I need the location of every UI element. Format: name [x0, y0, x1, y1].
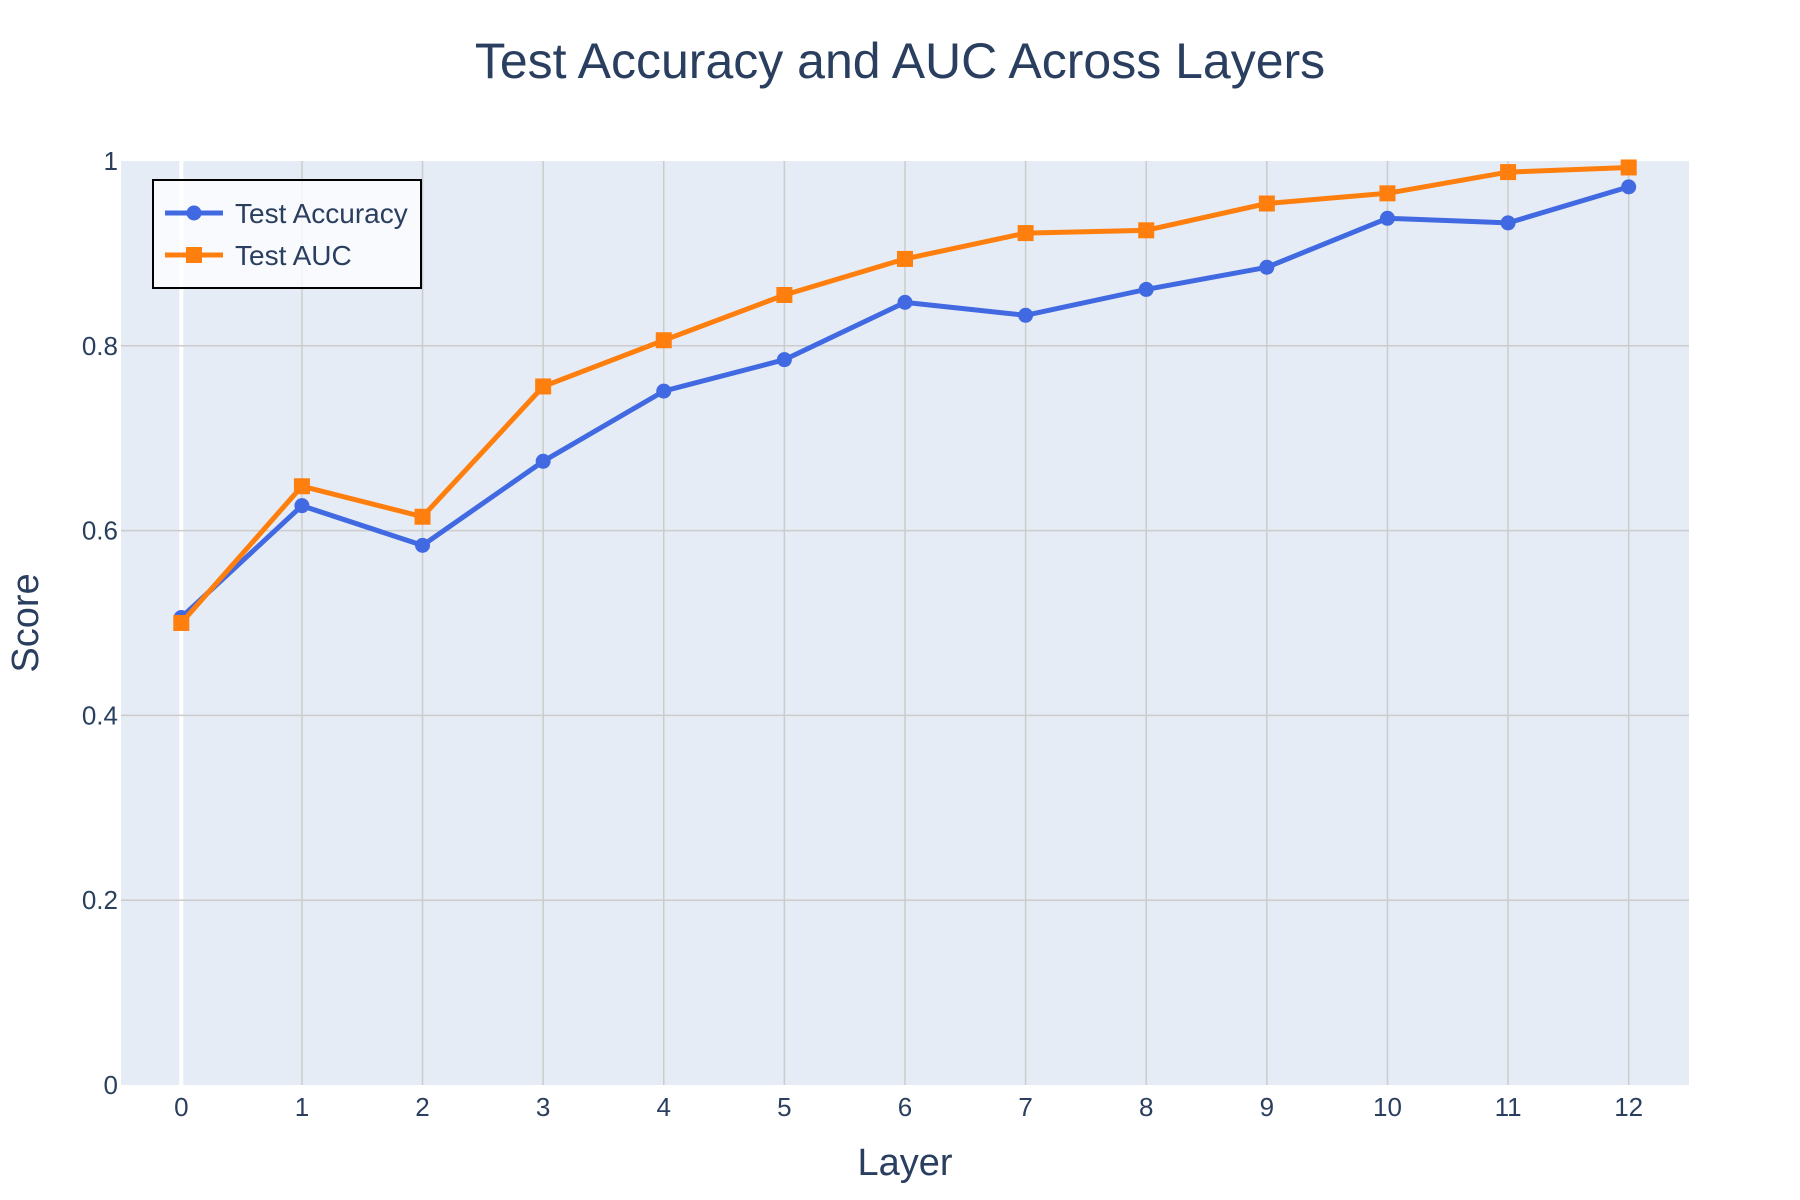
legend-items: Test Accuracy Test AUC	[165, 198, 408, 271]
data-point[interactable]	[1138, 222, 1155, 239]
y-tick-label: 0	[104, 1070, 118, 1100]
data-point[interactable]	[1138, 281, 1154, 297]
data-point[interactable]	[294, 498, 310, 514]
x-tick-label: 9	[1260, 1092, 1274, 1122]
data-point[interactable]	[1258, 195, 1275, 212]
data-point[interactable]	[655, 332, 672, 349]
data-point[interactable]	[535, 378, 552, 395]
data-point[interactable]	[414, 508, 431, 525]
x-tick-label: 12	[1614, 1092, 1643, 1122]
x-tick-label: 2	[415, 1092, 429, 1122]
x-tick-label: 4	[657, 1092, 671, 1122]
data-point[interactable]	[1500, 215, 1516, 231]
x-axis-title: Layer	[857, 1142, 952, 1184]
series-layer	[173, 159, 1637, 631]
data-point[interactable]	[897, 294, 913, 310]
data-point[interactable]	[1018, 307, 1034, 323]
x-tick-label: 8	[1139, 1092, 1153, 1122]
series-test-auc	[173, 159, 1637, 631]
x-tick-label: 3	[536, 1092, 550, 1122]
data-point[interactable]	[1621, 179, 1637, 195]
data-point[interactable]	[1620, 159, 1637, 176]
data-point[interactable]	[897, 250, 913, 267]
x-tick-label: 0	[174, 1092, 188, 1122]
data-point[interactable]	[1379, 185, 1396, 202]
y-tick-label: 1	[104, 146, 118, 176]
x-tick-label: 5	[777, 1092, 791, 1122]
y-axis-title: Score	[5, 573, 47, 672]
x-tick-label: 10	[1373, 1092, 1402, 1122]
x-tick-label: 6	[898, 1092, 912, 1122]
legend-label: Test Accuracy	[235, 198, 408, 229]
data-point[interactable]	[173, 615, 190, 631]
data-point[interactable]	[1017, 225, 1034, 242]
data-point[interactable]	[776, 352, 792, 368]
legend-item[interactable]: Test AUC	[165, 240, 352, 271]
x-tick-label: 1	[295, 1092, 309, 1122]
y-tick-label: 0.8	[82, 331, 118, 361]
data-point[interactable]	[776, 286, 793, 303]
y-tick-label: 0.6	[82, 516, 118, 546]
y-tick-label: 0.2	[82, 885, 118, 915]
legend-box	[152, 179, 422, 289]
chart-title: Test Accuracy and AUC Across Layers	[475, 33, 1325, 89]
data-point[interactable]	[535, 453, 551, 469]
data-point[interactable]	[1500, 164, 1517, 181]
legend-marker	[186, 205, 202, 221]
series-test-accuracy	[173, 179, 1637, 625]
data-point[interactable]	[293, 478, 310, 495]
legend-label: Test AUC	[235, 240, 352, 271]
data-point[interactable]	[415, 537, 431, 553]
x-tick-label: 7	[1018, 1092, 1032, 1122]
data-point[interactable]	[656, 383, 672, 399]
legend[interactable]: Test Accuracy Test AUC	[152, 179, 422, 289]
data-point[interactable]	[1379, 210, 1395, 226]
legend-marker	[186, 247, 202, 263]
x-tick-label: 11	[1495, 1092, 1522, 1122]
data-point[interactable]	[1259, 259, 1275, 275]
y-tick-label: 0.4	[82, 700, 118, 730]
legend-item[interactable]: Test Accuracy	[165, 198, 408, 229]
